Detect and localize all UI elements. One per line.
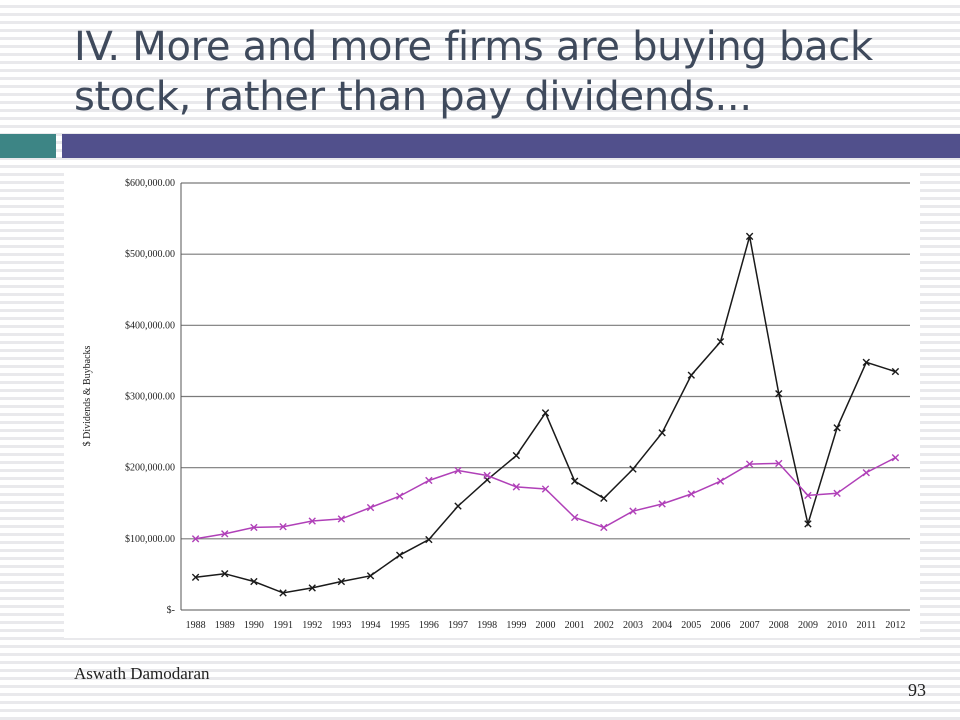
series-2-point-2004 <box>658 500 666 508</box>
series-2-point-1999 <box>512 483 521 491</box>
x-tick-label-2003: 2003 <box>623 620 643 631</box>
x-tick-label-2012: 2012 <box>885 620 905 631</box>
series-1-point-2005 <box>687 371 695 379</box>
x-tick-label-1994: 1994 <box>361 620 381 631</box>
x-tick-label-1990: 1990 <box>244 620 264 631</box>
series-1-point-1990 <box>250 577 258 586</box>
series-1-point-2006 <box>716 338 725 346</box>
series-2-point-2010 <box>833 489 841 497</box>
series-2-point-1993 <box>337 515 346 523</box>
y-axis-label: $ Dividends & Buybacks <box>82 345 93 446</box>
x-tick-labels: 1988 1989 1990 1991 1992 1993 1994 1995 1996 1997… <box>186 620 906 631</box>
series-1-point-2002 <box>600 494 608 502</box>
series-2-point-1989 <box>221 530 229 538</box>
y-tick-label-0: $- <box>167 605 175 616</box>
series-1-point-1997 <box>454 502 462 510</box>
x-tick-label-1988: 1988 <box>186 620 206 631</box>
data-series <box>191 232 900 597</box>
series-2-point-2012 <box>891 454 900 462</box>
series-2-point-1997 <box>454 466 462 475</box>
series-1-point-1999 <box>512 451 521 460</box>
x-tick-label-2000: 2000 <box>536 620 556 631</box>
series-1-point-1995 <box>396 551 404 559</box>
page-number: 93 <box>908 680 926 700</box>
series-2-point-2005 <box>687 490 695 498</box>
series-2-line <box>195 457 896 540</box>
series-2-point-2000 <box>541 485 550 493</box>
series-2-point-1988 <box>191 535 200 543</box>
series-1-point-2003 <box>629 465 637 473</box>
x-tick-label-2010: 2010 <box>827 620 847 631</box>
slide-title-line-2: stock, rather than pay dividends... <box>74 74 752 120</box>
slide-title: IV. More and more firms are buying back … <box>74 22 934 122</box>
line-chart: $- $100,000.00 $200,000.00 $300,000.00 $400,… <box>82 178 910 631</box>
x-tick-label-1989: 1989 <box>215 620 235 631</box>
axes <box>180 183 910 611</box>
series-1-point-2004 <box>658 429 666 437</box>
x-tick-label-1998: 1998 <box>477 620 497 631</box>
series-2-point-1991 <box>279 523 287 531</box>
chart-panel: $- $100,000.00 $200,000.00 $300,000.00 $400,… <box>64 168 920 638</box>
series-2-point-1990 <box>250 523 258 532</box>
series-1-point-1989 <box>221 570 229 578</box>
x-tick-label-2005: 2005 <box>681 620 701 631</box>
y-tick-label-6: $600,000.00 <box>125 178 175 189</box>
series-2-point-2006 <box>716 477 725 485</box>
series-1-point-2008 <box>775 389 783 398</box>
slide-title-line-1: IV. More and more firms are buying back <box>74 24 873 70</box>
accent-bar-indigo <box>62 134 960 158</box>
series-2-point-1996 <box>425 476 433 485</box>
series-1-point-2011 <box>862 358 870 367</box>
y-tick-labels: $- $100,000.00 $200,000.00 $300,000.00 $400,… <box>125 178 175 616</box>
series-1-point-2012 <box>891 367 900 376</box>
grid-lines <box>181 182 910 540</box>
series-2-point-2011 <box>862 468 870 477</box>
series-1-point-1992 <box>308 584 316 592</box>
series-2-point-2002 <box>600 523 608 532</box>
x-tick-label-2002: 2002 <box>594 620 614 631</box>
series-2-point-1994 <box>366 503 375 512</box>
x-tick-label-2009: 2009 <box>798 620 818 631</box>
series-2-point-2001 <box>570 513 579 522</box>
series-1-point-1994 <box>366 572 375 580</box>
x-tick-label-2001: 2001 <box>565 620 585 631</box>
series-1-point-2010 <box>833 424 841 432</box>
series-1-point-2009 <box>804 520 812 528</box>
series-1-point-1988 <box>191 573 200 581</box>
series-2-point-1995 <box>396 492 404 500</box>
series-1-point-2007 <box>745 232 754 241</box>
x-tick-label-2006: 2006 <box>710 620 730 631</box>
y-tick-label-2: $200,000.00 <box>125 463 175 474</box>
x-tick-label-1995: 1995 <box>390 620 410 631</box>
series-2-point-2007 <box>745 460 754 468</box>
series-1-point-2000 <box>541 409 550 417</box>
x-tick-label-1997: 1997 <box>448 620 468 631</box>
series-2-point-2008 <box>775 459 783 468</box>
series-1-point-2001 <box>570 477 579 485</box>
x-tick-label-1996: 1996 <box>419 620 439 631</box>
accent-bar-teal <box>0 134 56 158</box>
y-tick-label-1: $100,000.00 <box>125 534 175 545</box>
x-tick-label-2004: 2004 <box>652 620 672 631</box>
series-2-point-2009 <box>804 491 812 500</box>
y-tick-label-5: $500,000.00 <box>125 249 175 260</box>
series-1-point-1996 <box>425 535 433 544</box>
x-tick-label-2008: 2008 <box>769 620 789 631</box>
x-tick-label-2007: 2007 <box>740 620 760 631</box>
x-tick-label-2011: 2011 <box>856 620 876 631</box>
x-tick-label-1992: 1992 <box>302 620 322 631</box>
series-2-point-1998 <box>483 471 491 480</box>
series-1-point-1993 <box>337 577 346 586</box>
x-tick-label-1993: 1993 <box>331 620 351 631</box>
series-1-point-1991 <box>279 589 287 597</box>
y-tick-label-3: $300,000.00 <box>125 392 175 403</box>
author-name: Aswath Damodaran <box>74 664 210 683</box>
series-2-point-1992 <box>308 517 316 525</box>
y-tick-label-4: $400,000.00 <box>125 320 175 331</box>
series-2-point-2003 <box>629 507 637 515</box>
x-tick-label-1999: 1999 <box>506 620 526 631</box>
x-tick-label-1991: 1991 <box>273 620 293 631</box>
